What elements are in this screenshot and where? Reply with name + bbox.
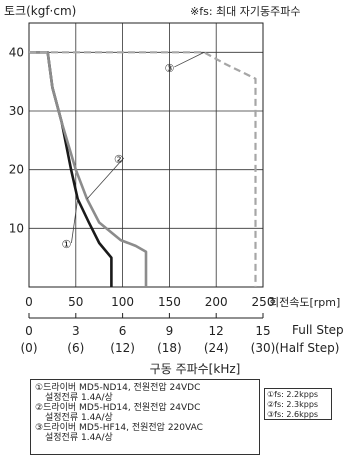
y-tick-label: 40 xyxy=(9,45,24,59)
full-step-tick-label: 6 xyxy=(119,324,127,338)
legend-current-1: 설정전류 1.4A/상 xyxy=(45,393,113,403)
driver-legend: ①드라이버 MD5-ND14, 전원전압 24VDC 설정전류 1.4A/상 ②… xyxy=(30,379,260,455)
half-step-tick-label: (0) xyxy=(21,341,38,355)
y-tick-label: 30 xyxy=(9,104,24,118)
series-label-2: ② xyxy=(114,153,124,166)
x-tick-label: 200 xyxy=(205,295,228,309)
full-step-tick-label: 12 xyxy=(209,324,224,338)
series-leader-1 xyxy=(71,198,79,243)
series-lines xyxy=(29,50,257,287)
x-tick-labels: 0 50 100 150 200 250 xyxy=(25,295,274,309)
legend-driver-1: ①드라이버 MD5-ND14, 전원전압 24VDC xyxy=(35,383,201,393)
legend-driver-2: ②드라이버 MD5-HD14, 전원전압 24VDC xyxy=(35,403,201,413)
full-step-tick-label: 9 xyxy=(166,324,174,338)
full-step-tick-label: 0 xyxy=(25,324,33,338)
fs-legend-1: ①fs: 2.2kpps xyxy=(267,390,319,399)
x-tick-label: 100 xyxy=(111,295,134,309)
drive-frequency-label: 구동 주파수[kHz] xyxy=(150,362,241,376)
x-axis-label: 회전속도[rpm] xyxy=(269,296,340,309)
series-line-3 xyxy=(29,51,257,287)
half-step-label: (Half Step) xyxy=(275,341,339,355)
x-tick-label: 0 xyxy=(25,295,33,309)
full-step-label: Full Step xyxy=(292,323,344,337)
half-step-tick-label: (12) xyxy=(110,341,135,355)
y-tick-label: 10 xyxy=(9,221,24,235)
legend-current-2: 설정전류 1.4A/상 xyxy=(45,413,113,423)
full-step-tick-label: 3 xyxy=(72,324,80,338)
series-leader-3 xyxy=(174,51,205,68)
full-step-tick-label: 15 xyxy=(255,324,270,338)
series-leader-2 xyxy=(86,157,125,200)
x-tick-label: 150 xyxy=(158,295,181,309)
series-label-1: ① xyxy=(62,238,72,251)
series-labels: ① ② ③ xyxy=(62,51,205,251)
y-tick-label: 20 xyxy=(9,163,24,177)
x-tick-label: 50 xyxy=(68,295,83,309)
half-step-tick-label: (24) xyxy=(204,341,229,355)
legend-driver-3: ③드라이버 MD5-HF14, 전원전압 220VAC xyxy=(35,423,203,433)
frequency-axis: 0 (0) 3 (6) 6 (12) 9 (18) 12 (24) 15 (30) xyxy=(21,313,276,355)
half-step-tick-label: (6) xyxy=(67,341,84,355)
fs-legend-3: ③fs: 2.6kpps xyxy=(267,410,319,419)
fs-legend: ①fs: 2.2kpps ②fs: 2.3kpps ③fs: 2.6kpps xyxy=(264,388,332,420)
fs-legend-2: ②fs: 2.3kpps xyxy=(267,400,319,409)
legend-current-3: 설정전류 1.4A/상 xyxy=(45,433,113,443)
half-step-tick-label: (30) xyxy=(251,341,276,355)
grid xyxy=(28,22,264,288)
y-tick-labels: 10 20 30 40 xyxy=(9,45,24,235)
half-step-tick-label: (18) xyxy=(157,341,182,355)
y-axis-label: 토크(kgf·cm) xyxy=(4,4,76,18)
series-line-2 xyxy=(29,50,148,287)
x-tick-label: 250 xyxy=(252,295,275,309)
fs-note: ※fs: 최대 자기동주파수 xyxy=(190,5,300,18)
series-label-3: ③ xyxy=(164,62,174,75)
